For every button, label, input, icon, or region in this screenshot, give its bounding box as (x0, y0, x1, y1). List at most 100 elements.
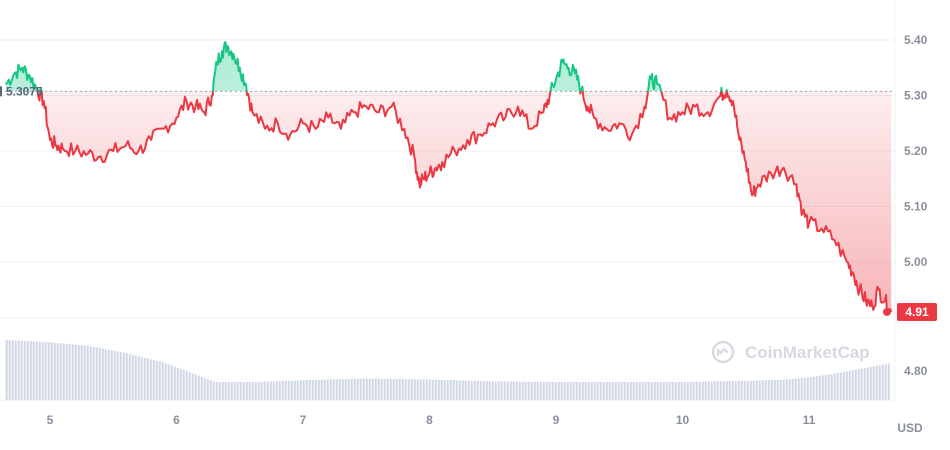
volume-bar (89, 346, 92, 400)
volume-bar (737, 380, 740, 400)
volume-bar (209, 380, 212, 400)
volume-bar (581, 382, 584, 400)
volume-bar (311, 379, 314, 400)
volume-bar (119, 352, 122, 400)
volume-bar (605, 382, 608, 400)
volume-bar (617, 382, 620, 400)
volume-bar (611, 382, 614, 400)
volume-bar (203, 377, 206, 400)
y-tick-label: 5.00 (904, 255, 928, 269)
volume-bar (260, 381, 263, 400)
volume-bar (854, 369, 857, 400)
volume-bar (215, 382, 218, 400)
volume-bar (623, 382, 626, 400)
volume-bar (704, 381, 707, 400)
volume-bar (389, 378, 392, 400)
volume-bar (494, 381, 497, 400)
volume-bar (653, 382, 656, 400)
volume-bar (536, 381, 539, 400)
volume-bar (860, 368, 863, 400)
volume-bar (200, 376, 203, 400)
volume-bar (626, 382, 629, 400)
volume-bar (602, 382, 605, 400)
volume-bar (773, 379, 776, 400)
volume-bar (545, 381, 548, 400)
volume-bar (212, 381, 215, 400)
volume-bar (236, 382, 239, 400)
volume-bar (206, 379, 209, 400)
volume-bar (431, 379, 434, 400)
volume-bar (584, 382, 587, 400)
volume-bar (32, 341, 35, 400)
volume-bar (92, 346, 95, 400)
volume-bar (671, 382, 674, 400)
volume-bar (674, 382, 677, 400)
volume-bar (821, 375, 824, 400)
volume-bar (386, 378, 389, 400)
volume-bar (689, 381, 692, 400)
volume-bar (455, 380, 458, 400)
volume-bar (563, 382, 566, 400)
volume-bar (677, 382, 680, 400)
volume-bar (134, 355, 137, 400)
volume-bar (278, 381, 281, 400)
volume-bar (779, 379, 782, 400)
volume-bar (290, 380, 293, 400)
volume-bar (83, 345, 86, 400)
volume-bar (470, 380, 473, 400)
volume-bar (683, 381, 686, 400)
volume-bar (815, 376, 818, 400)
volume-bar (749, 380, 752, 400)
x-tick-label: 8 (426, 413, 433, 427)
volume-bar (848, 370, 851, 400)
volume-bar (101, 348, 104, 400)
volume-bar (752, 380, 755, 400)
volume-bar (503, 381, 506, 400)
volume-bar (881, 364, 884, 400)
volume-bar (182, 369, 185, 400)
volume-bar (644, 382, 647, 400)
volume-bar (716, 381, 719, 400)
volume-bar (608, 382, 611, 400)
volume-bar (368, 378, 371, 400)
volume-bar (365, 378, 368, 400)
volume-bar (449, 380, 452, 400)
volume-bar (635, 382, 638, 400)
volume-bar (656, 382, 659, 400)
volume-bar (62, 343, 65, 400)
volume-bar (638, 382, 641, 400)
volume-bar (506, 381, 509, 400)
volume-bar (869, 366, 872, 400)
volume-bar (233, 382, 236, 400)
baseline-value-label: 5.3075 (6, 84, 43, 98)
volume-bar (293, 380, 296, 400)
price-line-down (36, 91, 893, 315)
volume-bar (221, 382, 224, 400)
volume-bar (464, 380, 467, 400)
volume-bar (122, 352, 125, 400)
volume-bar (515, 381, 518, 400)
volume-bar (317, 379, 320, 400)
volume-bar (314, 379, 317, 400)
volume-bar (743, 380, 746, 400)
volume-bar (437, 379, 440, 400)
volume-bar (830, 374, 833, 400)
volume-bar (275, 381, 278, 400)
volume-bar (824, 374, 827, 400)
volume-bar (686, 381, 689, 400)
volume-bar (587, 382, 590, 400)
volume-bar (98, 348, 101, 400)
y-tick-label: 5.40 (904, 33, 928, 47)
volume-bar (152, 359, 155, 400)
volume-bar (20, 340, 23, 400)
volume-bar (410, 379, 413, 400)
volume-bar (167, 364, 170, 400)
volume-bar (404, 379, 407, 400)
volume-bar (302, 380, 305, 400)
volume-bar (764, 380, 767, 400)
volume-bar (497, 381, 500, 400)
volume-bar (29, 341, 32, 400)
volume-bar (374, 378, 377, 400)
volume-bar (659, 382, 662, 400)
current-price-dot (883, 307, 891, 316)
